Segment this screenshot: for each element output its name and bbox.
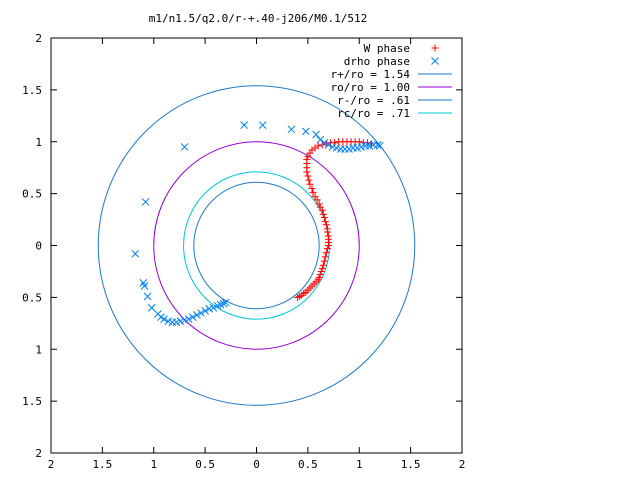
- drho-phase-point: [320, 138, 329, 147]
- y-tick-label: 1.5: [22, 395, 42, 408]
- legend-label: r+/ro = 1.54: [331, 68, 411, 81]
- drho-phase-point: [316, 135, 325, 144]
- drho-phase-point: [301, 127, 310, 136]
- legend-label: ro/ro = 1.00: [331, 81, 410, 94]
- y-tick-label: 1: [35, 343, 42, 356]
- w-phase-point: [355, 138, 363, 146]
- y-tick-label: 0.5: [22, 291, 42, 304]
- drho-phase-point: [147, 303, 156, 312]
- drho-phase-point: [221, 298, 230, 307]
- legend-label: r-/ro = .61: [337, 94, 410, 107]
- x-tick-label: 2: [459, 458, 466, 471]
- x-tick-label: 0.5: [298, 458, 318, 471]
- w-phase-point: [314, 142, 322, 150]
- ring-1.54: [97, 85, 416, 406]
- chart-title: m1/n1.5/q2.0/r-+.40-j206/M0.1/512: [149, 12, 368, 25]
- w-phase-point: [308, 184, 316, 192]
- drho-phase-point: [131, 249, 140, 258]
- drho-phase-point: [287, 125, 296, 134]
- y-tick-label: 2: [35, 32, 42, 45]
- x-tick-label: 2: [48, 458, 55, 471]
- x-tick-label: 1: [356, 458, 363, 471]
- w-phase-point: [324, 232, 332, 240]
- w-phase-point: [321, 253, 329, 261]
- drho-phase-point: [324, 141, 333, 149]
- drho-phase-point: [201, 307, 209, 315]
- legend-label: W phase: [364, 42, 410, 55]
- w-phase-point: [303, 155, 311, 163]
- w-phase-point: [320, 213, 328, 221]
- drho-phase-point: [143, 292, 152, 301]
- drho-phase-point: [188, 313, 197, 321]
- ring-0.71: [183, 171, 330, 320]
- axis-ticks: 2 1.5 1 0.5 0 0.5 1 1.5 221.510.500.511.52: [22, 32, 465, 471]
- drho-phase-point: [160, 315, 168, 324]
- w-phase-point: [316, 271, 324, 279]
- w-phase-point: [311, 193, 319, 201]
- w-phase-point: [322, 221, 330, 229]
- legend-label: drho phase: [344, 55, 410, 68]
- x-tick-label: 1.5: [401, 458, 421, 471]
- drho-phase-point: [193, 311, 201, 319]
- y-tick-label: 0.5: [22, 188, 42, 201]
- drho-phase-point: [197, 309, 205, 317]
- drho-phase-point: [141, 198, 150, 206]
- w-phase-point: [319, 261, 327, 269]
- x-tick-label: 1: [150, 458, 157, 471]
- w-phase-point: [315, 200, 323, 208]
- x-tick-label: 0.5: [195, 458, 215, 471]
- drho-phase-point: [184, 315, 193, 324]
- drho-phase-point: [240, 121, 249, 130]
- drho-phase-point: [375, 142, 384, 150]
- w-phase-point: [323, 245, 331, 253]
- y-tick-label: 0: [35, 240, 42, 253]
- w-phase-point: [320, 257, 328, 265]
- w-phase-point: [309, 189, 317, 197]
- x-tick-label: 0: [253, 458, 260, 471]
- w-phase-point: [319, 210, 327, 218]
- legend-marker-swatch: [431, 57, 439, 65]
- w-phase-point: [304, 172, 312, 180]
- legend-marker-swatch: [431, 44, 439, 52]
- data-markers: [131, 121, 384, 327]
- legend-label: rc/ro = .71: [337, 107, 410, 120]
- drho-phase-point: [312, 130, 320, 139]
- w-phase-point: [322, 249, 330, 257]
- w-phase-point: [321, 218, 329, 226]
- w-phase-point: [305, 176, 313, 184]
- w-phase-point: [318, 264, 326, 272]
- drho-phase-point: [180, 143, 189, 151]
- ring-1: [153, 141, 360, 350]
- w-phase-point: [363, 139, 371, 147]
- w-phase-point: [317, 267, 325, 275]
- y-tick-label: 1: [35, 136, 42, 149]
- w-phase-point: [315, 274, 323, 282]
- y-tick-label: 1.5: [22, 84, 42, 97]
- reference-circles: [97, 85, 416, 406]
- x-tick-label: 1.5: [92, 458, 112, 471]
- w-phase-point: [323, 225, 331, 233]
- drho-phase-point: [258, 121, 267, 130]
- drho-phase-point: [341, 145, 349, 153]
- drho-phase-point: [373, 141, 382, 149]
- ring-0.61: [193, 181, 320, 310]
- drho-phase-point: [219, 299, 228, 308]
- w-phase-point: [322, 140, 330, 148]
- drho-phase-point: [140, 282, 149, 290]
- w-phase-point: [306, 180, 314, 188]
- w-phase-point: [316, 203, 324, 211]
- drho-phase-point: [209, 303, 218, 312]
- y-tick-label: 2: [35, 447, 42, 460]
